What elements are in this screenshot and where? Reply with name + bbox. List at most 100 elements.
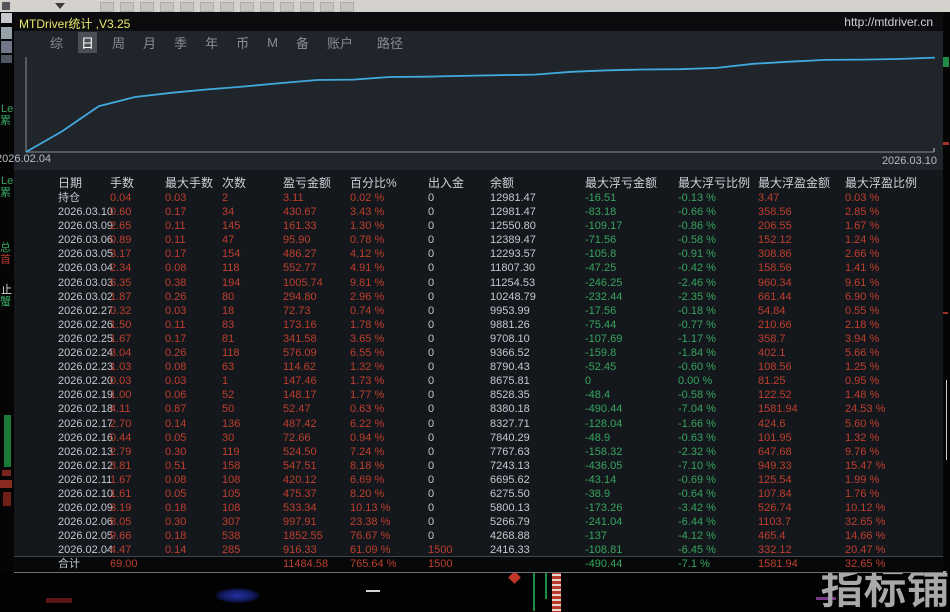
cell: 69.00 (110, 558, 138, 570)
cell: 3.65 % (350, 332, 385, 345)
cell: 0.03 (165, 192, 187, 204)
cell: 3.19 (110, 502, 132, 515)
cell: 430.67 (283, 206, 317, 219)
cell: 538 (222, 530, 241, 543)
tab-zong[interactable]: 综 (50, 35, 64, 51)
cell: 最大浮盈金额 (758, 176, 831, 190)
cell: 0.17 (165, 206, 187, 219)
sell-arrow-icon (508, 571, 521, 584)
mtdriver-link[interactable]: http://mtdriver.cn (844, 15, 933, 29)
cell: -0.64 % (678, 487, 716, 500)
cell: 1581.94 (758, 403, 798, 416)
cell: 2.65 (110, 220, 132, 233)
cell: 105 (222, 487, 241, 500)
cell: 552.77 (283, 262, 317, 275)
cell: -16.51 (585, 192, 617, 204)
cell: 0 (428, 417, 435, 430)
cell: 6275.50 (490, 487, 530, 500)
cell: 1.76 % (845, 487, 880, 500)
table-row: 2026.02.24 3.04 0.26 118 576.09 6.55 % 0 9366.5… (14, 346, 943, 360)
tab-m[interactable]: M (267, 34, 278, 50)
table-row: 2026.02.25 1.67 0.17 81 341.58 3.65 % 0 9708.10… (14, 332, 943, 346)
cell: 5800.13 (490, 502, 530, 515)
tab-yue[interactable]: 月 (143, 35, 157, 51)
cell: 32.65 % (845, 558, 886, 570)
cell: 0 (428, 234, 435, 247)
cell: 1.77 % (350, 389, 385, 402)
cell: 294.80 (283, 290, 317, 303)
cell: 2026.02.09 (58, 502, 114, 515)
cell: 402.1 (758, 347, 786, 360)
tab-ji[interactable]: 季 (174, 35, 188, 51)
cell: 10248.79 (490, 290, 536, 303)
cell: -0.86 % (678, 220, 716, 233)
candle-fragment (946, 380, 947, 460)
cell: 6.69 % (350, 473, 385, 486)
cell: 533.34 (283, 502, 317, 515)
cell: 0.11 (165, 234, 186, 247)
tab-zhanghu[interactable]: 账户 (326, 35, 353, 51)
cell: 2026.03.04 (58, 262, 114, 275)
cell: 3.81 (110, 459, 132, 472)
dropdown-arrow-icon (55, 3, 65, 9)
tab-nian[interactable]: 年 (205, 35, 219, 51)
cell: 2026.02.26 (58, 318, 114, 331)
x-axis-end-label: 2026.03.10 (881, 155, 937, 167)
tab-bi[interactable]: 币 (236, 35, 250, 51)
cell: 52.47 (283, 403, 311, 416)
cell: 95.90 (283, 234, 311, 247)
cell: -7.1 % (678, 558, 710, 570)
cell: 1.00 (110, 389, 132, 402)
cell: 173.16 (283, 318, 317, 331)
cell: 5.66 % (845, 347, 880, 360)
background-bottom: 指标铺 (0, 571, 950, 612)
cell: -48.9 (585, 431, 611, 444)
cell: 1.41 % (845, 262, 880, 275)
cell: 661.44 (758, 290, 792, 303)
text-fragment: 蟹 (0, 296, 11, 308)
tab-zhou[interactable]: 周 (112, 35, 126, 51)
cell: 9.61 % (845, 276, 880, 289)
tab-ri[interactable]: 日 (78, 31, 98, 53)
cell: 7767.63 (490, 445, 530, 458)
cell: -0.69 % (678, 473, 716, 486)
table-row: 2026.02.17 2.70 0.14 136 487.42 6.22 % 0 8327.7… (14, 417, 943, 431)
cell: 7243.13 (490, 459, 530, 472)
cell: 0 (428, 248, 435, 261)
cell: 72.66 (283, 431, 311, 444)
cell: 114.62 (283, 361, 316, 374)
tab-path[interactable]: 路径 (376, 35, 403, 51)
cell: 0.95 % (845, 375, 880, 388)
cell: 145 (222, 220, 241, 233)
cell: 8.05 (110, 516, 132, 529)
cell: 9881.26 (490, 318, 530, 331)
cell: 2026.02.05 (58, 530, 114, 543)
cell: 2.79 (110, 445, 132, 458)
cell: 358.56 (758, 206, 792, 219)
cell: 1.32 % (845, 431, 880, 444)
title-bar[interactable]: MTDriver统计 ,V3.25 http://mtdriver.cn (14, 12, 943, 31)
table-row: 2026.03.03 6.35 0.38 194 1005.74 9.81 % 0 11254… (14, 276, 943, 290)
cell: 1.25 % (845, 361, 880, 374)
total-row: 合计 69.00 11484.58 765.64 % 1500 -490.44 -7.1 %… (14, 556, 943, 572)
cell: 0.78 % (350, 234, 385, 247)
cell: -0.60 % (678, 361, 716, 374)
cell: 424.6 (758, 417, 786, 430)
cell: 108.56 (758, 361, 792, 374)
cell: 9366.52 (490, 347, 530, 360)
cell: 1.50 (110, 318, 132, 331)
table-row: 2026.02.13 2.79 0.30 119 524.50 7.24 % 0 7767.6… (14, 445, 943, 459)
cell: 0.30 (165, 516, 187, 529)
cell: 7840.29 (490, 431, 530, 444)
cell: 0.63 % (350, 403, 385, 416)
cell: 487.42 (283, 417, 317, 430)
tab-bei[interactable]: 备 (295, 35, 309, 51)
cell: 最大手数 (165, 176, 214, 190)
table-row: 2026.02.26 1.50 0.11 83 173.16 1.78 % 0 9881.26… (14, 318, 943, 332)
cell: 122.52 (758, 389, 792, 402)
cell: 2.85 % (845, 206, 880, 219)
cell: 76.67 % (350, 530, 391, 543)
cell: 7.24 % (350, 445, 385, 458)
cell: 341.58 (283, 332, 317, 345)
cell: 0.08 (165, 361, 187, 374)
